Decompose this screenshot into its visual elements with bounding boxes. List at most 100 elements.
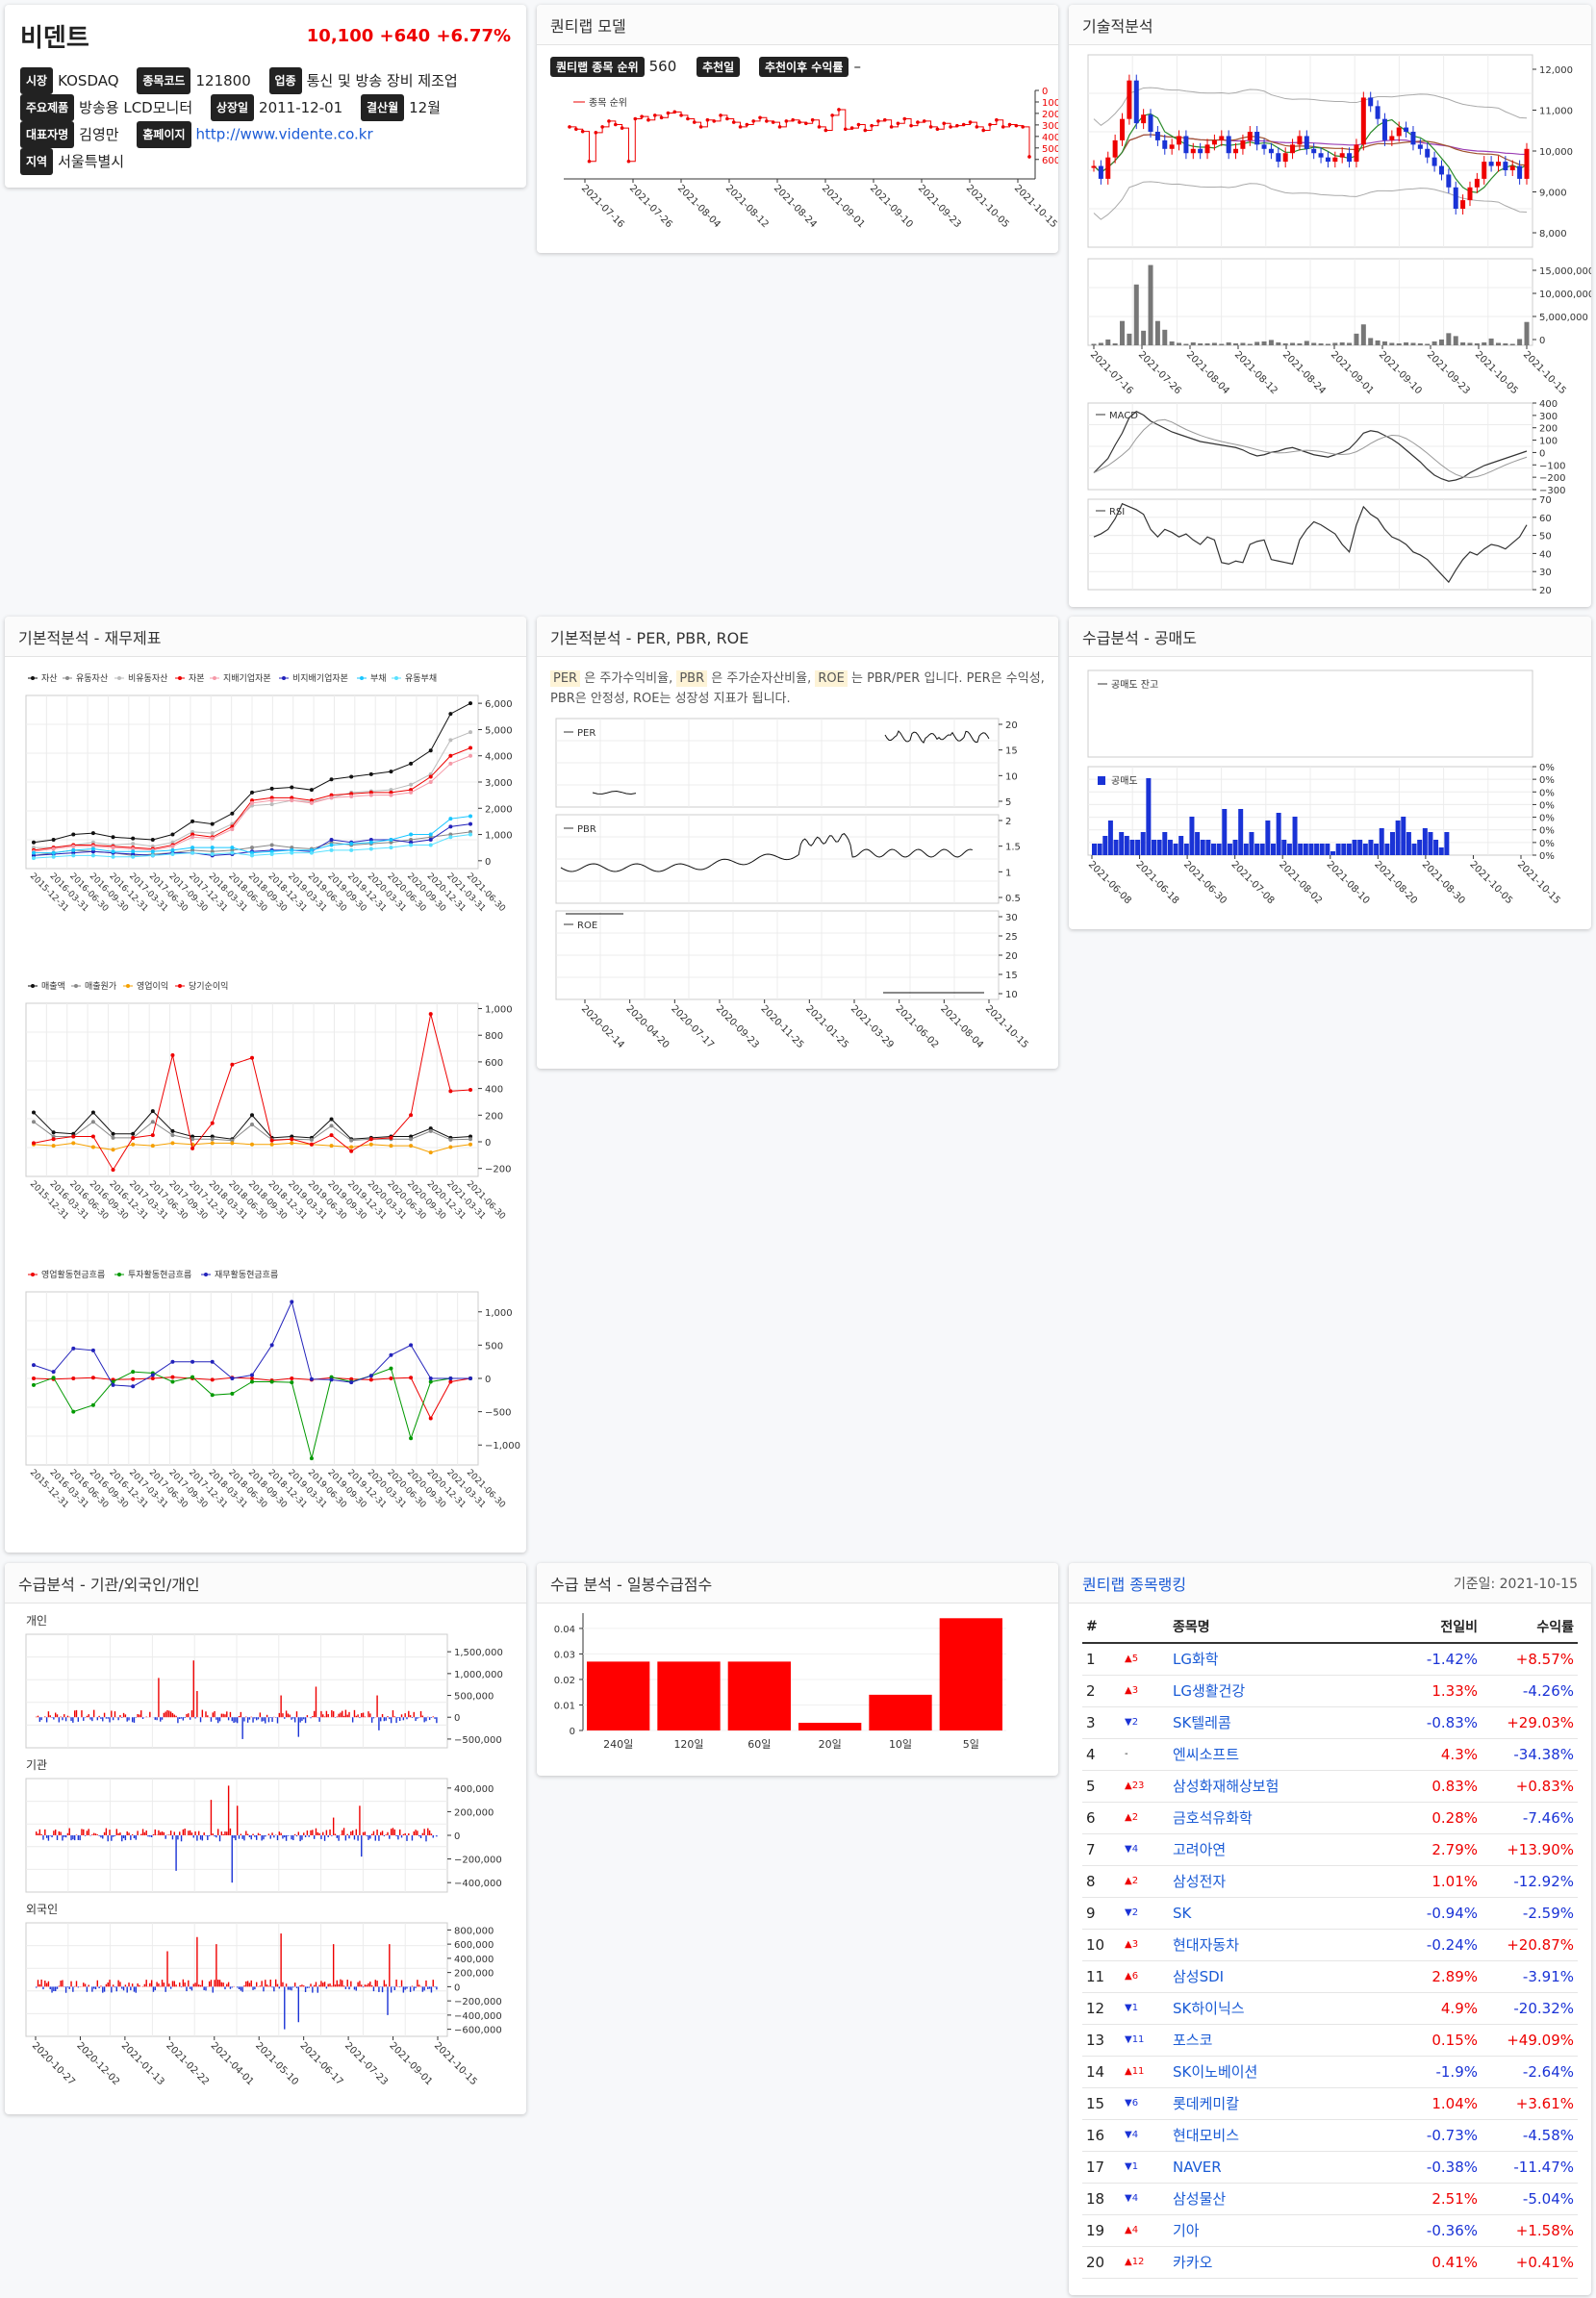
volume-bar	[1325, 343, 1330, 345]
ranking-row[interactable]: 15 ▼6 롯데케미칼 1.04% +3.61%	[1082, 2087, 1578, 2120]
ranking-row[interactable]: 7 ▼4 고려아연 2.79% +13.90%	[1082, 1833, 1578, 1866]
rank-number: 18	[1082, 2183, 1121, 2215]
y-tick-label: 60	[1539, 514, 1552, 524]
stock-link[interactable]: 현대자동차	[1173, 1936, 1240, 1954]
flow-bar	[141, 1829, 144, 1835]
stock-link[interactable]: 고려아연	[1173, 1841, 1227, 1858]
stock-link[interactable]: 삼성화재해상보험	[1173, 1778, 1279, 1795]
y-tick-label: 12,000	[1539, 65, 1573, 76]
flow-bar	[54, 1712, 57, 1718]
flow-bar	[257, 1832, 260, 1835]
flow-bar	[73, 1985, 76, 1987]
ranking-row[interactable]: 16 ▼4 현대모비스 -0.73% -4.58%	[1082, 2119, 1578, 2152]
stock-link[interactable]: 삼성물산	[1173, 2190, 1227, 2208]
ranking-row[interactable]: 12 ▼1 SK하이닉스 4.9% -20.32%	[1082, 1992, 1578, 2025]
rank-number: 19	[1082, 2214, 1121, 2247]
y-tick-label: −400,000	[454, 1879, 502, 1889]
fin-data-point	[111, 854, 115, 859]
y-tick-label: −200,000	[454, 1856, 502, 1866]
rank-point	[882, 117, 887, 122]
stock-link[interactable]: LG화학	[1173, 1651, 1219, 1669]
stock-link[interactable]: 기아	[1173, 2222, 1200, 2239]
fin-data-point	[368, 771, 373, 776]
y-tick-label: 1,000	[485, 831, 513, 842]
stock-link[interactable]: LG생활건강	[1173, 1682, 1246, 1700]
ranking-row[interactable]: 4- 엔씨소프트 4.3% -34.38%	[1082, 1738, 1578, 1771]
ranking-row[interactable]: 13 ▼11 포스코 0.15% +49.09%	[1082, 2024, 1578, 2057]
fin-data-point	[150, 1109, 155, 1114]
fin-data-point	[448, 835, 453, 840]
homepage-link[interactable]: http://www.vidente.co.kr	[195, 125, 373, 143]
stock-link[interactable]: 삼성SDI	[1173, 1968, 1225, 1985]
short-bar	[1352, 840, 1357, 855]
stock-link[interactable]: 현대모비스	[1173, 2127, 1240, 2144]
legend-marker	[282, 676, 286, 680]
stock-link[interactable]: 삼성전자	[1173, 1873, 1227, 1890]
flow-bar	[367, 1711, 369, 1718]
flow-bar	[430, 1986, 433, 1993]
ranking-row[interactable]: 2 ▲3 LG생활건강 1.33% -4.26%	[1082, 1675, 1578, 1707]
ranking-row[interactable]: 5 ▲23 삼성화재해상보험 0.83% +0.83%	[1082, 1770, 1578, 1803]
stock-link[interactable]: 카카오	[1173, 2254, 1213, 2271]
ranking-row[interactable]: 14 ▲11 SK이노베이션 -1.9% -2.64%	[1082, 2056, 1578, 2088]
flow-bar	[284, 1986, 286, 2030]
flow-bar	[342, 1715, 345, 1718]
ranking-row[interactable]: 17 ▼1 NAVER -0.38% -11.47%	[1082, 2151, 1578, 2184]
flow-bar	[338, 1983, 340, 1987]
return-value: +1.58%	[1482, 2214, 1578, 2247]
card-header: 퀀티랩 모델	[537, 5, 1058, 45]
rank-value: 560	[648, 58, 677, 75]
ranking-row[interactable]: 20 ▲12 카카오 0.41% +0.41%	[1082, 2246, 1578, 2279]
stock-link[interactable]: SK텔레콤	[1173, 1714, 1231, 1731]
flow-bar	[364, 1984, 367, 1987]
daily-change: 0.28%	[1405, 1802, 1482, 1834]
volume-bar	[1304, 341, 1309, 345]
ranking-row[interactable]: 11 ▲6 삼성SDI 2.89% -3.91%	[1082, 1960, 1578, 1993]
fin-data-point	[349, 1138, 354, 1143]
volume-bar	[1354, 333, 1359, 345]
y-tick-label: 0	[1042, 87, 1048, 97]
flow-bar	[64, 1717, 67, 1722]
stock-link[interactable]: 포스코	[1173, 2032, 1213, 2049]
flow-bar	[248, 1982, 251, 1987]
fin-data-point	[210, 831, 215, 836]
stock-link[interactable]: SK하이닉스	[1173, 2000, 1245, 2017]
volume-bar	[1112, 342, 1118, 345]
flow-bar	[63, 1835, 65, 1837]
ranking-row[interactable]: 8 ▲2 삼성전자 1.01% -12.92%	[1082, 1865, 1578, 1898]
ranking-row[interactable]: 19 ▲4 기아 -0.36% +1.58%	[1082, 2214, 1578, 2247]
flow-bar	[370, 1833, 373, 1835]
ranking-row[interactable]: 1 ▲5 LG화학 -1.42% +8.57%	[1082, 1643, 1578, 1676]
flow-bar	[217, 1829, 219, 1835]
flow-bar	[374, 1980, 376, 1987]
flow-bar	[75, 1981, 78, 1987]
ranking-row[interactable]: 6 ▲2 금호석유화학 0.28% -7.46%	[1082, 1802, 1578, 1834]
stock-name-cell: LG화학	[1169, 1643, 1405, 1676]
x-tick-label: 2021-06-18	[1133, 859, 1180, 906]
stock-link[interactable]: 금호석유화학	[1173, 1809, 1253, 1827]
ranking-row[interactable]: 3 ▼2 SK텔레콤 -0.83% +29.03%	[1082, 1706, 1578, 1739]
ranking-row[interactable]: 10 ▲3 현대자동차 -0.24% +20.87%	[1082, 1929, 1578, 1961]
flow-bar	[75, 1709, 78, 1718]
flow-bar	[179, 1717, 181, 1720]
flow-bar	[49, 1986, 51, 1990]
field-value-listing: 2011-12-01	[259, 98, 343, 116]
volume-bar	[1417, 342, 1423, 345]
fin-data-point	[389, 1376, 393, 1380]
flow-bar	[224, 1986, 226, 1990]
stock-link[interactable]: NAVER	[1173, 2158, 1222, 2176]
ranking-row[interactable]: 9 ▼2 SK -0.94% -2.59%	[1082, 1897, 1578, 1930]
stock-link[interactable]: SK	[1173, 1904, 1192, 1922]
stock-link[interactable]: 엔씨소프트	[1173, 1746, 1240, 1763]
flow-bar	[102, 1717, 104, 1722]
ranking-row[interactable]: 18 ▼4 삼성물산 2.51% -5.04%	[1082, 2183, 1578, 2215]
flow-bar	[263, 1986, 265, 1992]
stock-link[interactable]: SK이노베이션	[1173, 2063, 1258, 2081]
y-tick-label: 5	[1005, 797, 1011, 808]
stock-link[interactable]: 롯데케미칼	[1173, 2095, 1240, 2112]
flow-bar	[292, 1835, 294, 1841]
flow-bar	[250, 1835, 252, 1840]
y-tick-label: 5,000	[485, 725, 513, 736]
short-bar	[1135, 840, 1141, 855]
flow-bar	[372, 1986, 375, 1992]
